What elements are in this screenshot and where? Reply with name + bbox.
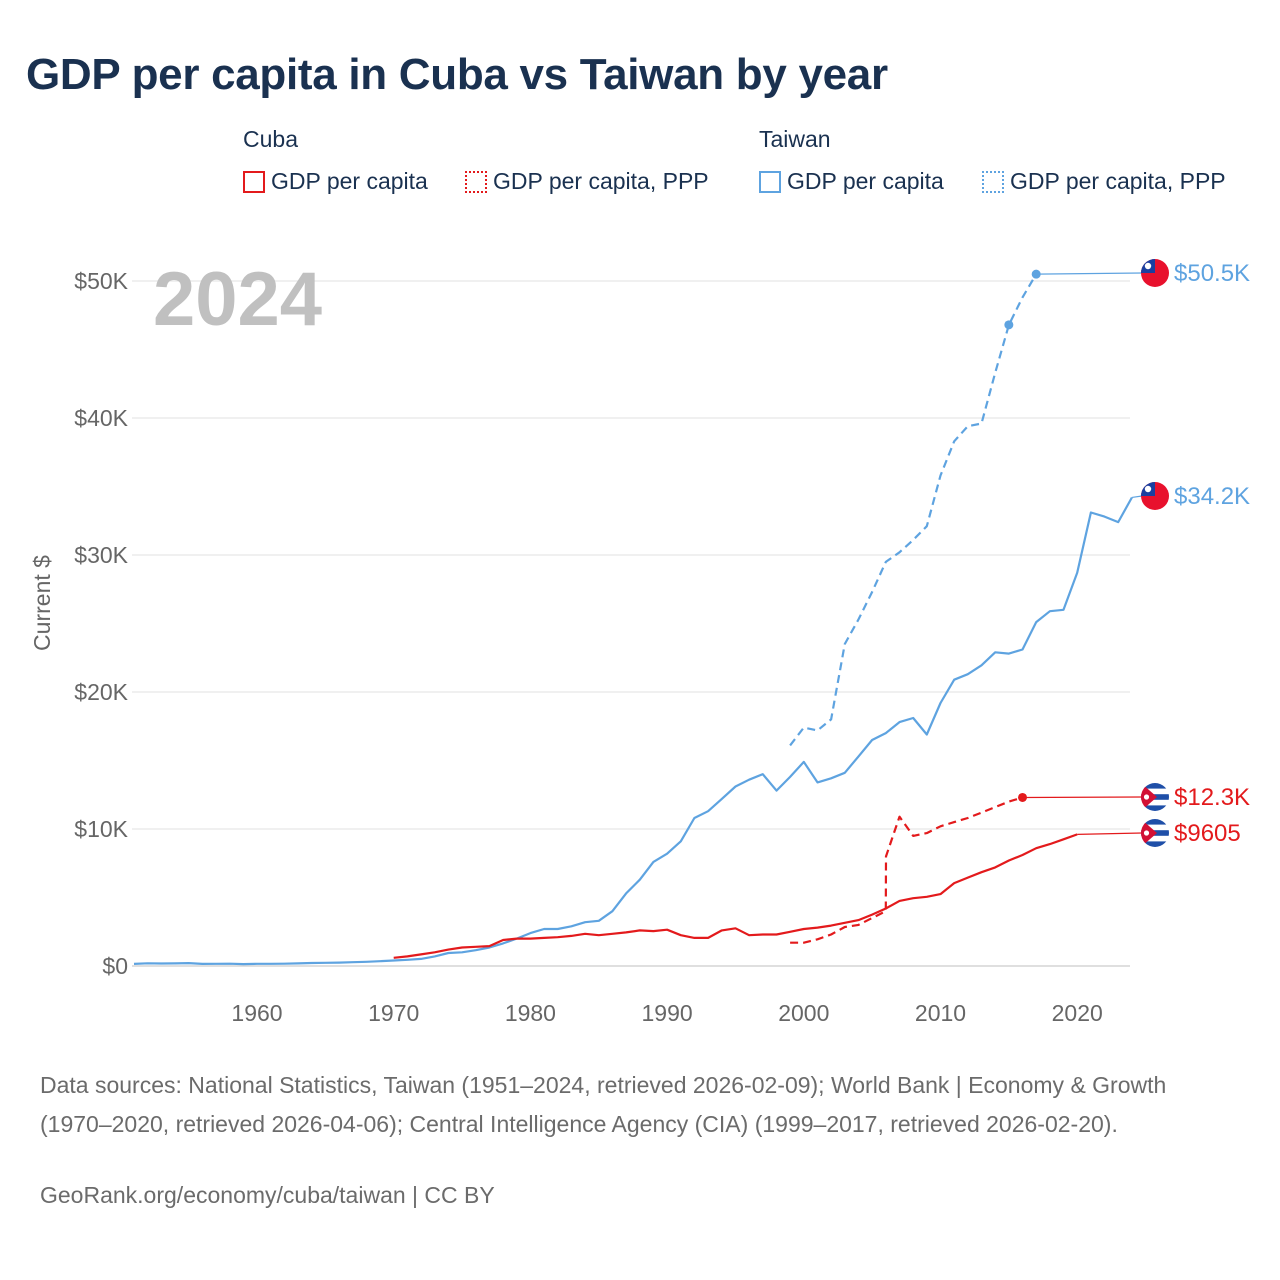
- line-chart: 2024 $0 $10K $20K $30K $40K $50K 1960 1970 1980…: [29, 257, 1250, 1026]
- end-label: $50.5K: [1174, 260, 1250, 287]
- cuba-flag-icon: [1141, 783, 1169, 811]
- legend-label-cuba-gdp: GDP per capita: [271, 168, 428, 194]
- end-label: $34.2K: [1174, 483, 1250, 510]
- x-tick-label: 2000: [778, 1000, 829, 1026]
- legend-swatch-cuba-gdp: [243, 170, 265, 193]
- legend-item-taiwan-gdp[interactable]: GDP per capita: [759, 168, 944, 195]
- leader-line: [1131, 495, 1143, 499]
- leader-line: [1036, 272, 1143, 275]
- grid: [132, 280, 1130, 967]
- legend-swatch-cuba-ppp: [465, 170, 487, 193]
- end-labels: $34.2K $50.5K $9605 $12.3K: [1174, 260, 1250, 847]
- legend-item-cuba-gdp[interactable]: GDP per capita: [243, 168, 428, 195]
- legend-item-cuba-ppp[interactable]: GDP per capita, PPP: [465, 168, 709, 195]
- x-tick-label: 2010: [915, 1000, 966, 1026]
- series: [133, 269, 1143, 966]
- x-tick-label: 1990: [642, 1000, 693, 1026]
- flags: [1141, 259, 1169, 847]
- legend-label-cuba-ppp: GDP per capita, PPP: [493, 168, 709, 194]
- legend-item-taiwan-ppp[interactable]: GDP per capita, PPP: [982, 168, 1226, 195]
- x-tick-label: 1980: [505, 1000, 556, 1026]
- legend-swatch-taiwan-gdp: [759, 170, 781, 193]
- y-tick-label: $30K: [74, 542, 128, 568]
- y-axis: $0 $10K $20K $30K $40K $50K: [74, 268, 128, 979]
- legend-group-taiwan: Taiwan: [759, 126, 831, 152]
- y-axis-label: Current $: [29, 555, 55, 651]
- y-tick-label: $10K: [74, 816, 128, 842]
- credit-link[interactable]: GeoRank.org/economy/cuba/taiwan | CC BY: [40, 1182, 495, 1208]
- legend-label-taiwan-gdp: GDP per capita: [787, 168, 944, 194]
- end-label: $12.3K: [1174, 784, 1250, 811]
- page-title: GDP per capita in Cuba vs Taiwan by year: [26, 50, 888, 99]
- data-sources: Data sources: National Statistics, Taiwa…: [40, 1072, 1167, 1137]
- cuba-flag-icon: [1141, 819, 1169, 847]
- legend-swatch-taiwan-ppp: [982, 170, 1004, 193]
- x-tick-label: 1960: [231, 1000, 282, 1026]
- taiwan-flag-icon: [1141, 259, 1169, 287]
- taiwan-flag-icon: [1141, 482, 1169, 510]
- end-label: $9605: [1174, 820, 1241, 847]
- y-tick-label: $50K: [74, 268, 128, 294]
- year-watermark: 2024: [153, 257, 322, 342]
- legend-group-cuba: Cuba: [243, 126, 298, 152]
- y-tick-label: $20K: [74, 679, 128, 705]
- data-point-marker: [1004, 320, 1014, 330]
- x-tick-label: 1970: [368, 1000, 419, 1026]
- y-tick-label: $40K: [74, 405, 128, 431]
- legend-label-taiwan-ppp: GDP per capita, PPP: [1010, 168, 1226, 194]
- series-line-cuba-dashed: [790, 796, 1023, 944]
- x-tick-label: 2020: [1052, 1000, 1103, 1026]
- y-tick-label: $0: [102, 953, 128, 979]
- leader-line: [1077, 832, 1143, 836]
- x-axis: 1960 1970 1980 1990 2000 2010 2020: [231, 1000, 1102, 1026]
- series-line-taiwan-dashed: [789, 273, 1038, 747]
- series-line-cuba-solid: [393, 833, 1078, 959]
- series-line-taiwan-solid: [133, 496, 1133, 966]
